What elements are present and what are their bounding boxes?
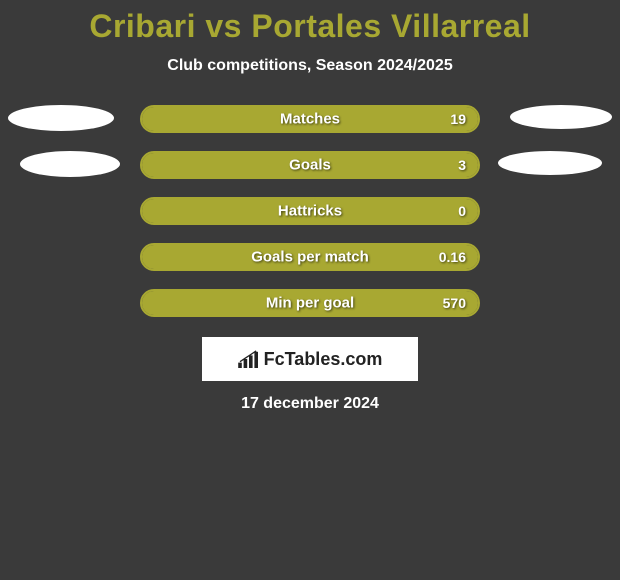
stats-area: Matches 19 Goals 3 Hattricks 0 Goals per match… [0,105,620,317]
stat-bar: Hattricks 0 [140,197,480,225]
stat-bar: Goals 3 [140,151,480,179]
date-text: 17 december 2024 [0,395,620,413]
stat-label: Min per goal [266,295,354,312]
stat-label: Goals [289,157,331,174]
logo-text: FcTables.com [264,349,383,370]
stat-row: Matches 19 [0,105,620,133]
stat-value: 0 [458,203,466,219]
stat-bar: Matches 19 [140,105,480,133]
infographic-container: Cribari vs Portales Villarreal Club comp… [0,0,620,413]
stat-value: 0.16 [439,249,466,265]
stat-value: 3 [458,157,466,173]
stat-row: Min per goal 570 [0,289,620,317]
subtitle: Club competitions, Season 2024/2025 [0,57,620,75]
stat-label: Hattricks [278,203,342,220]
stat-bar: Min per goal 570 [140,289,480,317]
stat-row: Goals per match 0.16 [0,243,620,271]
stat-bar: Goals per match 0.16 [140,243,480,271]
bars-icon [238,350,260,368]
logo-box: FcTables.com [202,337,418,381]
stat-label: Matches [280,111,340,128]
stat-row: Hattricks 0 [0,197,620,225]
stat-label: Goals per match [251,249,369,266]
stat-rows: Matches 19 Goals 3 Hattricks 0 Goals per match… [0,105,620,317]
stat-row: Goals 3 [0,151,620,179]
stat-value: 19 [450,111,466,127]
stat-value: 570 [443,295,466,311]
logo: FcTables.com [238,349,383,370]
page-title: Cribari vs Portales Villarreal [0,8,620,45]
